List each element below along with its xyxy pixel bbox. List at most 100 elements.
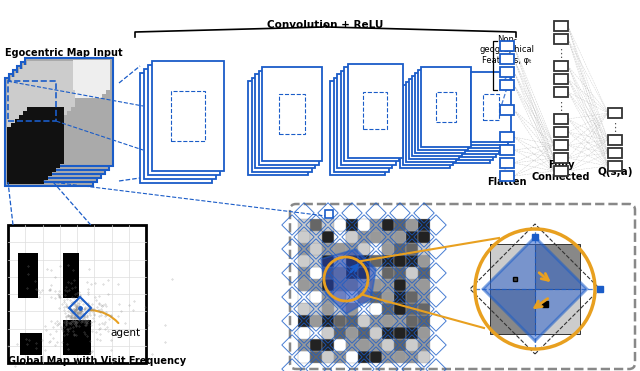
Bar (334, 303, 346, 315)
Bar (382, 339, 394, 351)
Bar (415, 113, 435, 143)
Bar (370, 231, 382, 243)
Bar (500, 41, 514, 51)
Bar (358, 315, 370, 327)
Bar (61, 72, 99, 102)
Polygon shape (321, 249, 376, 314)
Bar (468, 109, 484, 135)
Bar (330, 81, 385, 175)
Bar (382, 303, 394, 315)
Bar (334, 219, 346, 231)
Bar (382, 255, 394, 267)
Bar (370, 279, 382, 291)
Bar (500, 67, 514, 77)
Bar (334, 267, 346, 279)
Bar (63, 253, 79, 298)
Bar (406, 279, 418, 291)
Bar (535, 244, 580, 289)
Bar (334, 291, 346, 303)
Bar (418, 315, 430, 327)
Bar (370, 219, 382, 231)
Bar (382, 231, 394, 243)
Bar (471, 72, 511, 142)
Bar (349, 106, 372, 143)
Text: Egocentric Map Input: Egocentric Map Input (5, 48, 123, 58)
Bar (358, 291, 370, 303)
Bar (382, 291, 394, 303)
Bar (418, 339, 430, 351)
Bar (21, 62, 109, 170)
Bar (53, 80, 90, 111)
Bar (337, 74, 392, 168)
Bar (9, 74, 97, 182)
Bar (554, 21, 568, 31)
Bar (406, 255, 418, 267)
Bar (406, 267, 418, 279)
Bar (418, 231, 430, 243)
Bar (322, 231, 334, 243)
Bar (298, 315, 310, 327)
Bar (500, 105, 514, 115)
Bar (382, 315, 394, 327)
Bar (500, 158, 514, 168)
Bar (554, 61, 568, 71)
Bar (310, 339, 322, 351)
Bar (346, 291, 358, 303)
Bar (358, 219, 370, 231)
Bar (346, 219, 358, 231)
Bar (334, 279, 346, 291)
Bar (358, 339, 370, 351)
Bar (310, 291, 322, 303)
Bar (19, 69, 67, 115)
Bar (346, 231, 358, 243)
Bar (382, 327, 394, 339)
Text: ⋮: ⋮ (556, 102, 566, 112)
Bar (418, 110, 438, 140)
Bar (152, 61, 224, 171)
Bar (148, 65, 220, 175)
Bar (346, 351, 358, 363)
Bar (8, 225, 146, 363)
Bar (535, 289, 580, 334)
Bar (322, 243, 334, 255)
Bar (394, 351, 406, 363)
Bar (358, 279, 370, 291)
Bar (477, 101, 493, 126)
Bar (554, 166, 568, 176)
Bar (394, 339, 406, 351)
Bar (370, 315, 382, 327)
Bar (406, 243, 418, 255)
Bar (427, 101, 447, 131)
Bar (298, 255, 310, 267)
Bar (7, 125, 44, 184)
Bar (298, 351, 310, 363)
Bar (406, 291, 418, 303)
Bar (433, 95, 453, 125)
Bar (436, 92, 456, 122)
Text: Q(s,a): Q(s,a) (597, 167, 633, 177)
Bar (500, 171, 514, 181)
Bar (370, 267, 382, 279)
Bar (418, 219, 430, 231)
Bar (418, 255, 430, 267)
Bar (322, 291, 334, 303)
Bar (310, 243, 322, 255)
Bar (298, 327, 310, 339)
Bar (322, 327, 334, 339)
Bar (462, 81, 502, 151)
Bar (27, 105, 64, 164)
Text: ⋮: ⋮ (609, 123, 621, 133)
Bar (298, 279, 310, 291)
Bar (356, 99, 380, 136)
Bar (554, 140, 568, 150)
Bar (63, 320, 91, 355)
Bar (418, 351, 430, 363)
Text: Convolution + ReLU: Convolution + ReLU (268, 20, 384, 30)
Text: ⋮: ⋮ (501, 120, 513, 130)
Bar (18, 253, 38, 298)
Bar (334, 339, 346, 351)
Bar (346, 255, 358, 267)
Bar (462, 115, 477, 141)
Bar (465, 78, 505, 148)
Bar (310, 303, 322, 315)
